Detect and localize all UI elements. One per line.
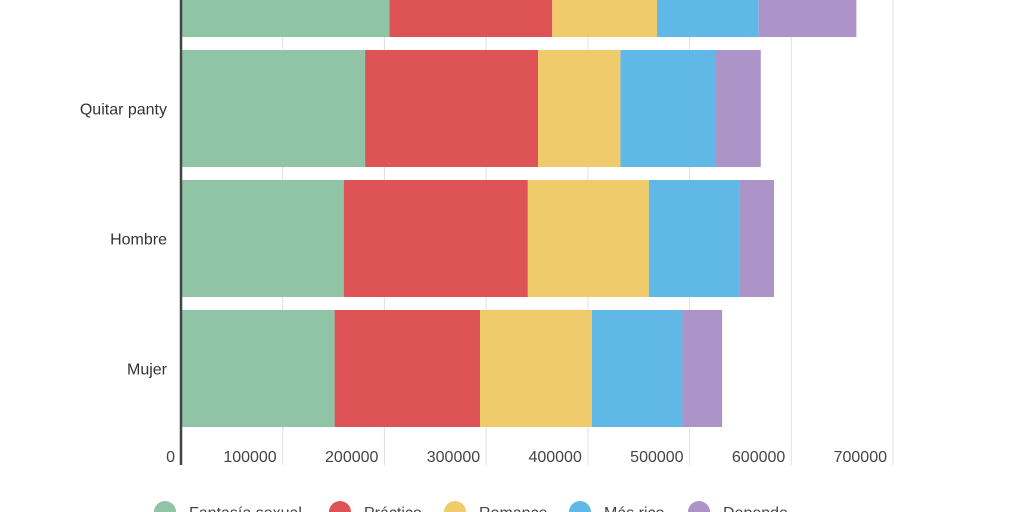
bar-segment — [334, 310, 481, 427]
x-tick-label: 0 — [166, 449, 175, 466]
bar-segment — [527, 180, 649, 297]
legend-label: Práctico — [364, 505, 422, 512]
bar-segment — [181, 310, 335, 427]
legend-marker — [688, 501, 710, 512]
x-tick-label: 600000 — [732, 449, 785, 466]
x-tick-label: 200000 — [325, 449, 378, 466]
category-label: Quitar panty — [80, 102, 167, 119]
bar-segment — [648, 180, 740, 297]
x-tick-label: 500000 — [630, 449, 683, 466]
x-tick-label: 100000 — [223, 449, 276, 466]
x-tick-label: 400000 — [528, 449, 581, 466]
legend-marker — [444, 501, 466, 512]
legend-label: Fantasía sexual — [189, 505, 302, 512]
legend-label: Más rico — [604, 505, 665, 512]
x-tick-label: 700000 — [834, 449, 887, 466]
legend-marker — [329, 501, 351, 512]
bar-segment — [758, 0, 857, 37]
bar-segment — [389, 0, 553, 37]
bar-segment — [181, 50, 366, 167]
bar-segment — [365, 50, 539, 167]
bar-segment — [552, 0, 658, 37]
bar-segment — [181, 0, 390, 37]
legend-marker — [154, 501, 176, 512]
bar-segment — [739, 180, 774, 297]
bar-segment — [343, 180, 528, 297]
x-tick-label: 300000 — [427, 449, 480, 466]
bar-segment — [181, 180, 344, 297]
bar-segment — [657, 0, 759, 37]
bar-segment — [682, 310, 723, 427]
bar-segment — [538, 50, 621, 167]
legend-label: Depende — [723, 505, 788, 512]
category-label: Mujer — [127, 362, 168, 379]
bar-segment — [620, 50, 717, 167]
bar-segment — [716, 50, 761, 167]
legend-label: Romance — [479, 505, 548, 512]
legend-marker — [569, 501, 591, 512]
category-label: Hombre — [110, 232, 167, 249]
bar-segment — [480, 310, 592, 427]
bar-segment — [591, 310, 683, 427]
